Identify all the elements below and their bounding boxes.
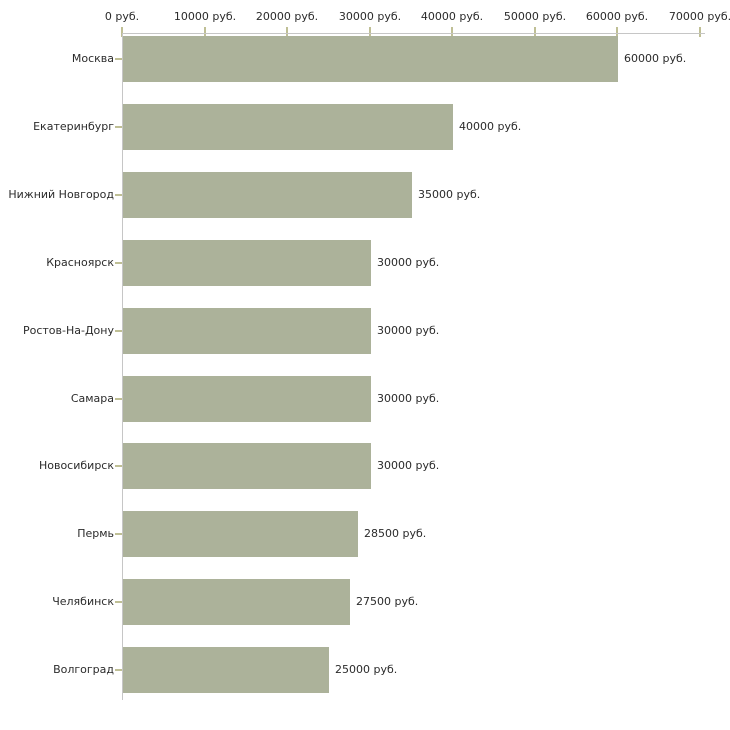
y-axis-tick	[115, 126, 122, 128]
y-axis-line	[122, 33, 123, 700]
category-label: Красноярск	[46, 256, 114, 269]
x-axis-tick	[286, 27, 288, 37]
value-label: 60000 руб.	[624, 52, 687, 65]
value-label: 35000 руб.	[418, 188, 481, 201]
x-axis-tick	[204, 27, 206, 37]
x-axis-tick	[121, 27, 123, 37]
x-axis-tick-label: 20000 руб.	[255, 10, 319, 23]
x-axis-tick-label: 50000 руб.	[503, 10, 567, 23]
category-label: Самара	[70, 392, 114, 405]
bar	[123, 36, 618, 82]
x-axis-line	[122, 33, 705, 34]
y-axis-tick	[115, 465, 122, 467]
bar	[123, 647, 329, 693]
category-label: Москва	[71, 52, 114, 65]
x-axis-tick-label: 40000 руб.	[420, 10, 484, 23]
x-axis-tick	[451, 27, 453, 37]
category-label: Нижний Новгород	[8, 188, 114, 201]
y-axis-tick	[115, 194, 122, 196]
bar	[123, 376, 371, 422]
bar	[123, 240, 371, 286]
bar	[123, 172, 412, 218]
y-axis-tick	[115, 58, 122, 60]
bar	[123, 443, 371, 489]
bar	[123, 104, 453, 150]
x-axis-tick-label: 30000 руб.	[338, 10, 402, 23]
y-axis-tick	[115, 330, 122, 332]
y-axis-tick	[115, 601, 122, 603]
category-label: Екатеринбург	[33, 120, 114, 133]
value-label: 30000 руб.	[377, 256, 440, 269]
value-label: 25000 руб.	[335, 663, 398, 676]
x-axis-tick	[616, 27, 618, 37]
value-label: 30000 руб.	[377, 392, 440, 405]
category-label: Новосибирск	[38, 459, 114, 472]
y-axis-tick	[115, 398, 122, 400]
bar	[123, 511, 358, 557]
y-axis-tick	[115, 262, 122, 264]
category-label: Ростов-На-Дону	[22, 324, 114, 337]
value-label: 40000 руб.	[459, 120, 522, 133]
x-axis-tick	[369, 27, 371, 37]
x-axis-tick-label: 70000 руб.	[668, 10, 730, 23]
value-label: 28500 руб.	[364, 527, 427, 540]
category-label: Пермь	[77, 527, 114, 540]
x-axis-tick-label: 0 руб.	[104, 10, 140, 23]
bar	[123, 579, 350, 625]
y-axis-tick	[115, 669, 122, 671]
bar	[123, 308, 371, 354]
category-label: Волгоград	[53, 663, 114, 676]
value-label: 30000 руб.	[377, 324, 440, 337]
y-axis-tick	[115, 533, 122, 535]
category-label: Челябинск	[52, 595, 114, 608]
value-label: 27500 руб.	[356, 595, 419, 608]
x-axis-tick	[699, 27, 701, 37]
x-axis-tick-label: 60000 руб.	[585, 10, 649, 23]
x-axis-tick-label: 10000 руб.	[173, 10, 237, 23]
value-label: 30000 руб.	[377, 459, 440, 472]
x-axis-tick	[534, 27, 536, 37]
